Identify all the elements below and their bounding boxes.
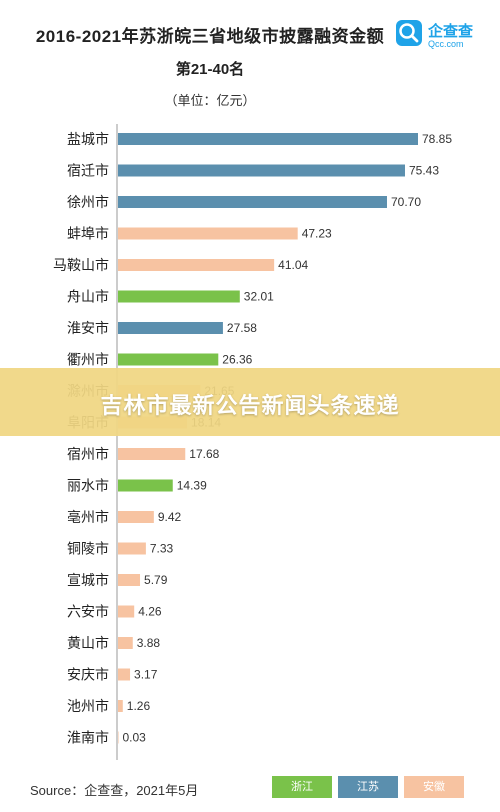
legend-item-jiangsu: 江苏 xyxy=(338,776,398,798)
bar xyxy=(118,290,240,303)
data-label: 26.36 xyxy=(222,353,252,367)
source-note: Source：企查查，2021年5月 xyxy=(30,783,199,798)
logo-domain: Qcc.com xyxy=(428,39,464,49)
chart-title: 2016-2021年苏浙皖三省地级市披露融资金额 xyxy=(35,27,385,46)
y-tick-label: 宿州市 xyxy=(67,446,109,463)
data-label: 3.88 xyxy=(137,636,161,650)
news-banner[interactable]: 吉林市最新公告新闻头条速递 xyxy=(0,368,500,436)
y-tick-label: 宿迁市 xyxy=(67,163,109,180)
y-tick-label: 六安市 xyxy=(67,604,109,621)
bar xyxy=(118,605,135,618)
y-tick-label: 徐州市 xyxy=(67,194,109,211)
bar xyxy=(118,259,275,271)
logo-name: 企查查 xyxy=(428,23,474,40)
chart-subtitle: 第21-40名 xyxy=(175,61,245,78)
y-tick-label: 舟山市 xyxy=(67,289,109,306)
bar xyxy=(118,574,141,586)
legend-item-anhui: 安徽 xyxy=(404,776,464,798)
qcc-logo: 企查查 Qcc.com xyxy=(396,18,496,52)
bar-chart: 盐城市 78.85 宿迁市 75.43 徐州市 70.70 蚌埠市 47.23 马鞍山市 41.0… xyxy=(53,124,452,760)
data-label: 9.42 xyxy=(158,510,182,524)
bar xyxy=(118,511,154,523)
data-label: 70.70 xyxy=(391,195,421,209)
y-tick-label: 黄山市 xyxy=(67,635,109,652)
bar xyxy=(118,731,119,744)
y-tick-label: 丽水市 xyxy=(67,478,109,495)
y-tick-label: 马鞍山市 xyxy=(53,257,109,274)
data-label: 47.23 xyxy=(302,227,332,241)
data-label: 0.03 xyxy=(123,731,147,745)
bar xyxy=(118,322,223,334)
bar xyxy=(118,668,131,681)
banner-text: 吉林市最新公告新闻头条速递 xyxy=(100,393,400,418)
legend-item-zhejiang: 浙江 xyxy=(272,776,332,798)
y-tick-label: 淮安市 xyxy=(67,320,109,337)
bar xyxy=(118,227,298,240)
chart-unit: （单位：亿元） xyxy=(164,93,256,108)
data-label: 4.26 xyxy=(138,605,162,619)
data-label: 5.79 xyxy=(144,573,168,587)
data-label: 27.58 xyxy=(227,321,257,335)
y-tick-label: 蚌埠市 xyxy=(67,226,109,243)
y-tick-label: 衢州市 xyxy=(67,352,109,369)
bar xyxy=(118,479,173,492)
y-tick-label: 宣城市 xyxy=(67,572,109,589)
data-label: 14.39 xyxy=(177,479,207,493)
y-tick-label: 池州市 xyxy=(67,698,109,715)
data-label: 17.68 xyxy=(189,447,219,461)
bar xyxy=(118,164,405,177)
data-label: 75.43 xyxy=(409,164,439,178)
bar xyxy=(118,700,123,712)
data-label: 32.01 xyxy=(244,290,274,304)
y-tick-label: 盐城市 xyxy=(67,131,109,148)
bar xyxy=(118,353,219,366)
bar xyxy=(118,542,146,555)
data-label: 41.04 xyxy=(278,258,308,272)
bar xyxy=(118,196,387,208)
data-label: 7.33 xyxy=(150,542,174,556)
y-tick-label: 淮南市 xyxy=(67,730,109,747)
y-tick-label: 亳州市 xyxy=(67,509,109,526)
logo-icon xyxy=(396,20,422,46)
y-tick-label: 安庆市 xyxy=(67,667,109,684)
bar xyxy=(118,133,418,145)
data-label: 1.26 xyxy=(127,699,151,713)
data-label: 78.85 xyxy=(422,132,452,146)
bar xyxy=(118,637,133,649)
data-label: 3.17 xyxy=(134,668,158,682)
y-tick-label: 铜陵市 xyxy=(67,541,109,558)
bar xyxy=(118,448,186,460)
